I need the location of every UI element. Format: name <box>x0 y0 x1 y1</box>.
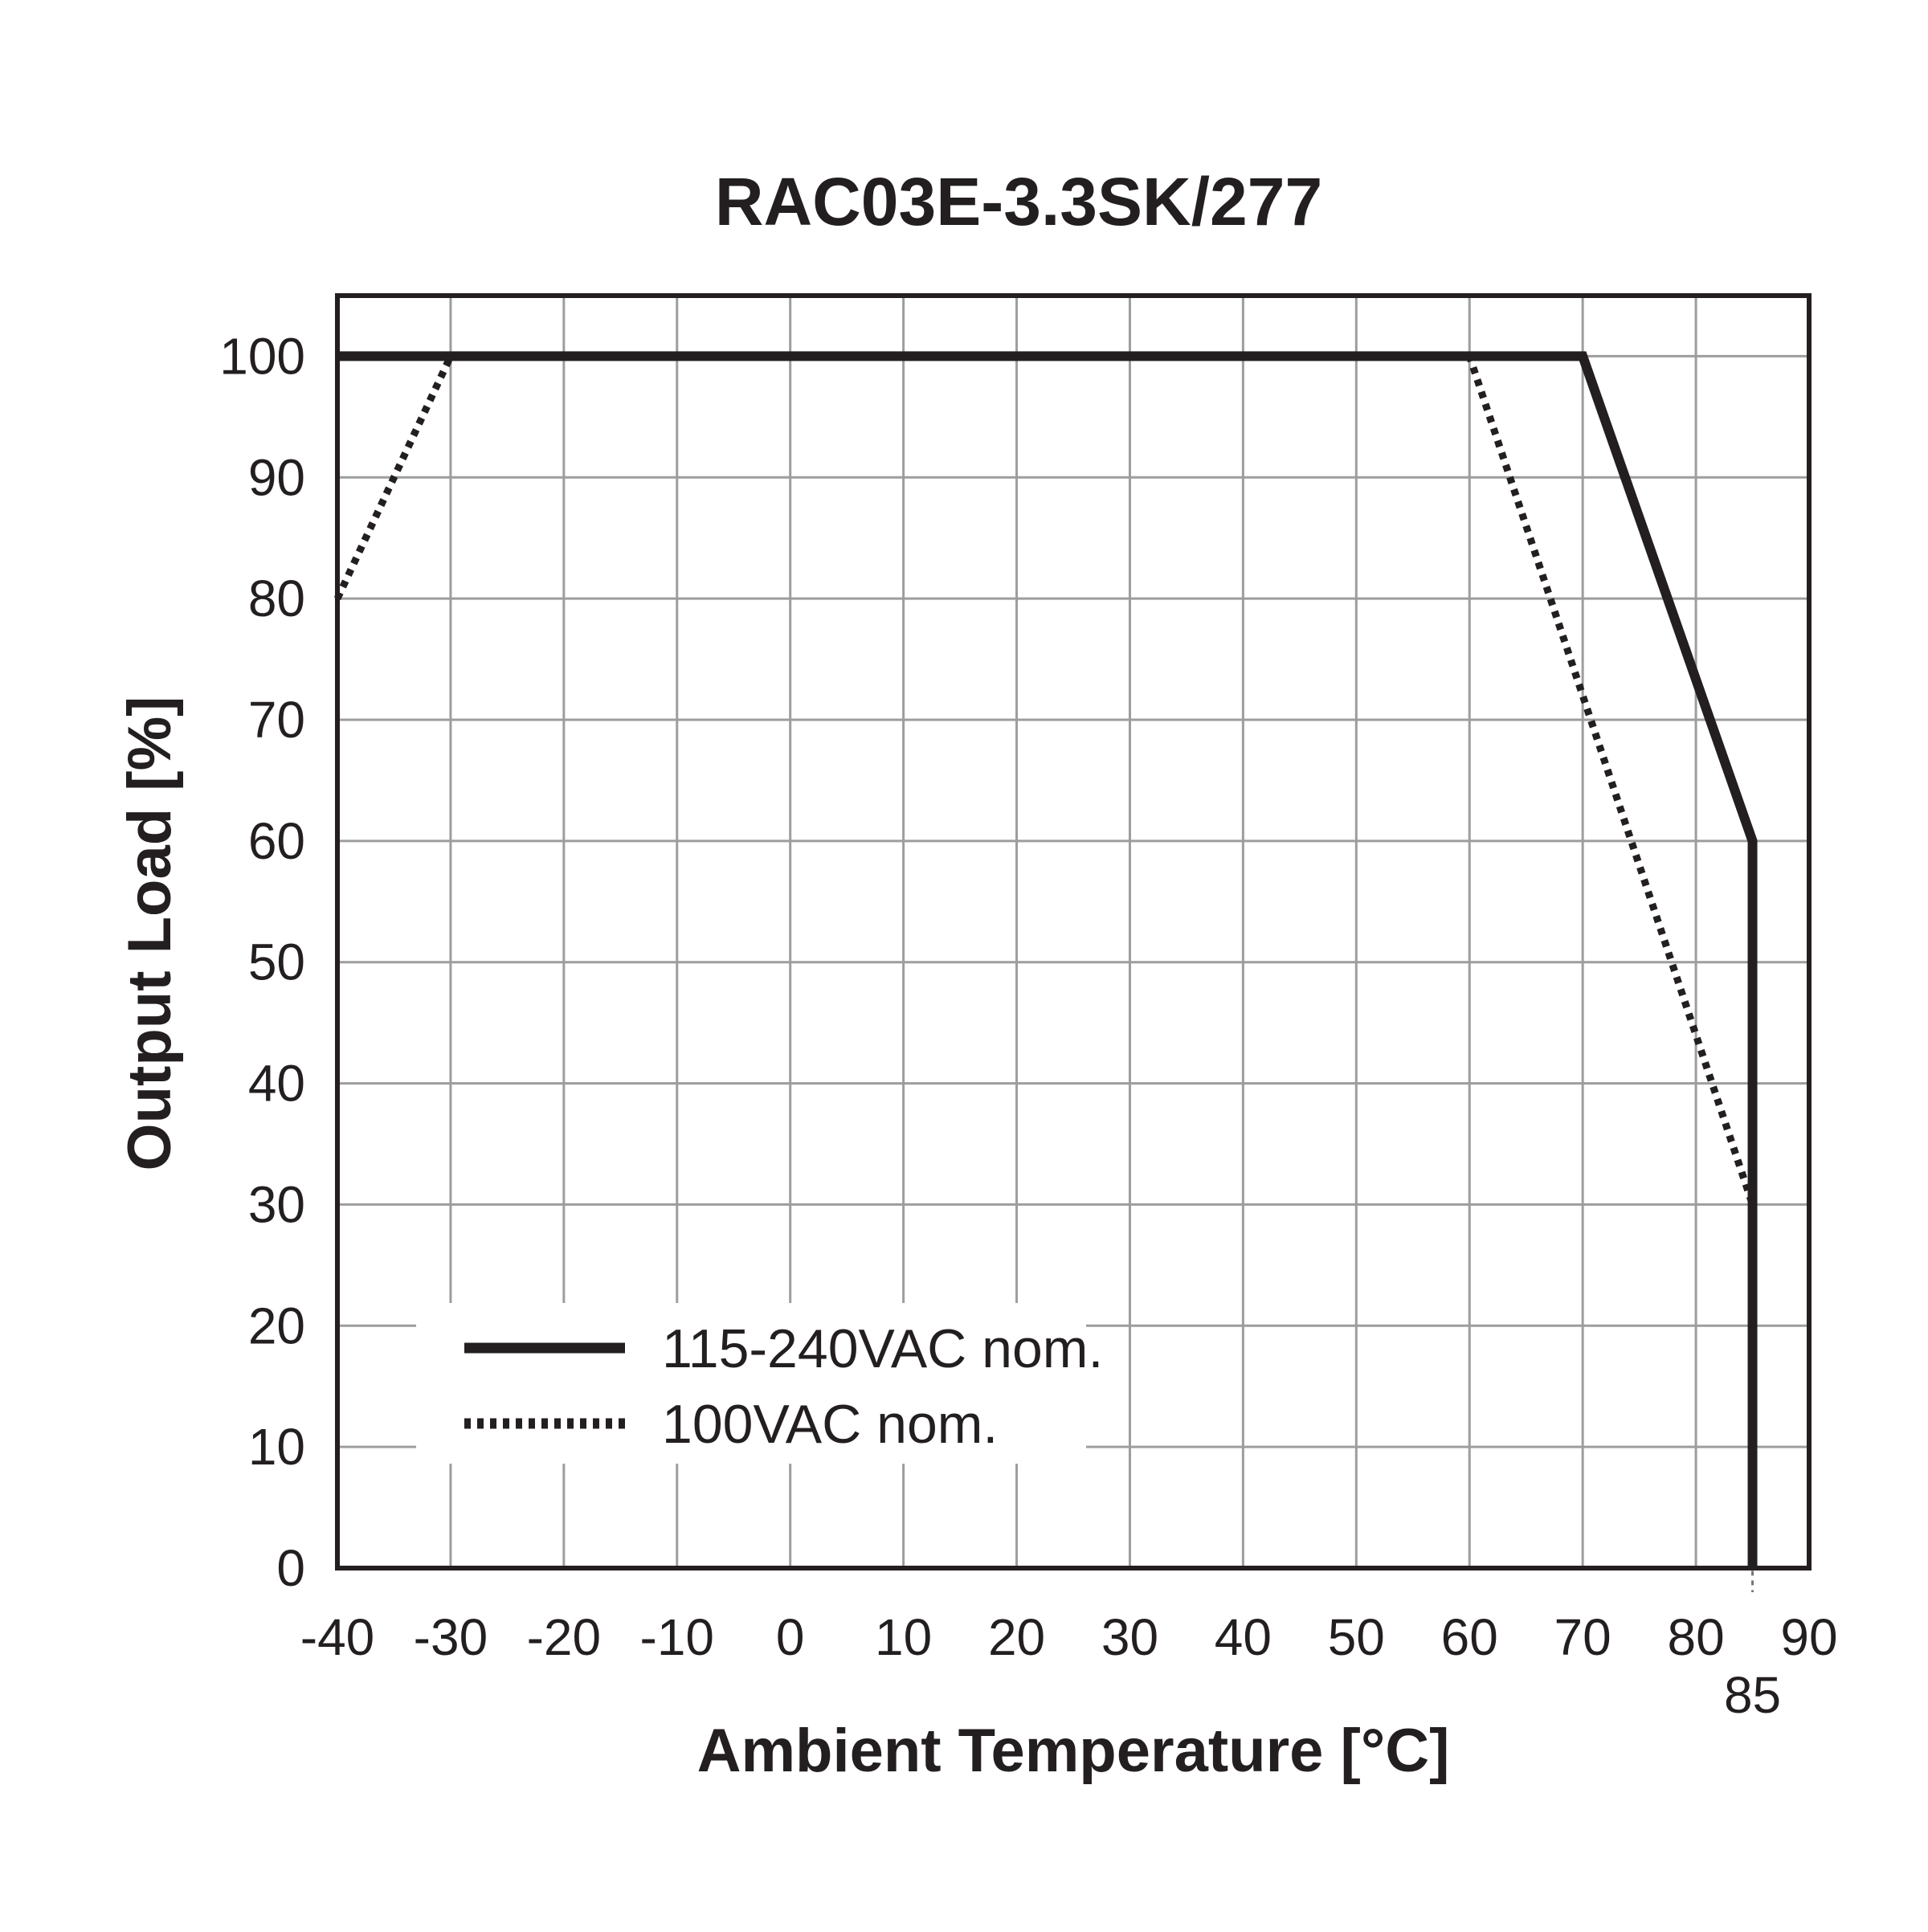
x-tick-label: 60 <box>1441 1608 1498 1666</box>
y-tick-label: 0 <box>276 1539 305 1597</box>
x-tick-label: 10 <box>875 1608 932 1666</box>
legend-label-100vac: 100VAC nom. <box>662 1394 998 1455</box>
x-tick-label: 80 <box>1667 1608 1724 1666</box>
y-tick-label: 90 <box>248 448 305 506</box>
legend: 115-240VAC nom. 100VAC nom. <box>416 1303 1103 1464</box>
y-tick-label: 60 <box>248 812 305 870</box>
x-tick-label: 20 <box>988 1608 1045 1666</box>
y-tick-label: 50 <box>248 933 305 991</box>
y-tick-label: 80 <box>248 570 305 627</box>
x-marker-label-85: 85 <box>1724 1666 1781 1724</box>
x-tick-label: -40 <box>300 1608 375 1666</box>
x-tick-label: 70 <box>1554 1608 1611 1666</box>
y-tick-label: 40 <box>248 1055 305 1113</box>
tick-labels: -40 -30 -20 -10 0 10 20 30 40 50 60 70 80 90 0 10 20 30 40… <box>219 327 1837 1724</box>
x-tick-label: -10 <box>640 1608 715 1666</box>
series-layer <box>333 351 1758 1568</box>
x-tick-label: 30 <box>1101 1608 1158 1666</box>
x-tick-label: 90 <box>1780 1608 1837 1666</box>
x-tick-label: -30 <box>414 1608 488 1666</box>
y-tick-label: 100 <box>219 327 305 385</box>
x-axis-title: Ambient Temperature [°C] <box>697 1717 1450 1785</box>
y-tick-label: 20 <box>248 1297 305 1354</box>
series-line-115-240vac <box>337 351 1758 1568</box>
plot-frame <box>335 293 1812 1571</box>
y-tick-label: 30 <box>248 1175 305 1233</box>
x-tick-label: -20 <box>527 1608 602 1666</box>
legend-background <box>416 1303 1086 1464</box>
x-tick-label: 0 <box>776 1608 805 1666</box>
x-tick-label: 50 <box>1328 1608 1385 1666</box>
y-tick-label: 10 <box>248 1418 305 1476</box>
chart-title: RAC03E-3.3SK/277 <box>715 164 1322 239</box>
y-tick-label: 70 <box>248 691 305 749</box>
y-axis-title: Output Load [%] <box>116 696 184 1171</box>
x-tick-label: 40 <box>1215 1608 1272 1666</box>
legend-label-115-240vac: 115-240VAC nom. <box>662 1318 1103 1379</box>
